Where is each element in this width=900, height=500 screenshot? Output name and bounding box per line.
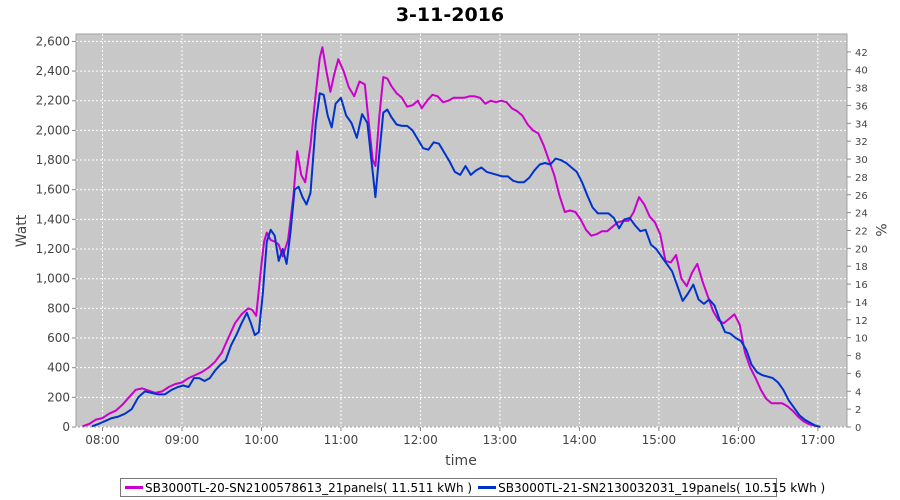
y2-tick-label: 4	[855, 387, 861, 398]
plot-area	[75, 33, 848, 428]
y2-tick-label: 0	[855, 423, 861, 434]
y-tick-label: 1,800	[36, 153, 70, 167]
series-line-1	[82, 46, 819, 428]
x-tick-label: 11:00	[324, 433, 359, 447]
x-tick-label: 14:00	[562, 433, 597, 447]
y2-tick-label: 12	[855, 316, 868, 327]
y-tick-label: 2,600	[36, 34, 70, 48]
grid-lines	[76, 34, 847, 428]
y2-tick-label: 18	[855, 262, 868, 273]
chart-title: 3-11-2016	[395, 4, 505, 26]
y-axis-left: 0 200 400 600 800 1,000 1,200 1,400 1,600 1,800 2,…	[36, 34, 76, 434]
y-tick-label: 600	[47, 331, 70, 345]
y2-tick-label: 34	[855, 119, 868, 130]
x-tick-label: 15:00	[642, 433, 677, 447]
legend-item-series-2: SB3000TL-21-SN2130032031_19panels( 10.51…	[478, 481, 825, 495]
y2-tick-label: 24	[855, 209, 868, 220]
legend: SB3000TL-20-SN2100578613_21panels( 11.51…	[120, 478, 825, 497]
y2-tick-label: 20	[855, 244, 868, 255]
x-tick-label: 10:00	[244, 433, 279, 447]
legend-swatch-series-2	[478, 486, 497, 489]
x-tick-label: 08:00	[85, 433, 120, 447]
y-tick-label: 1,200	[36, 242, 70, 256]
x-axis-label: time	[445, 453, 477, 469]
y2-tick-label: 42	[855, 48, 868, 59]
y2-tick-label: 16	[855, 280, 868, 291]
y2-tick-label: 22	[855, 227, 868, 238]
y-axis-label: Watt	[14, 214, 30, 247]
y2-tick-label: 32	[855, 137, 868, 148]
y2-tick-label: 30	[855, 155, 868, 166]
y-tick-label: 0	[62, 420, 70, 434]
y2-tick-label: 36	[855, 101, 868, 112]
y2-tick-label: 26	[855, 191, 868, 202]
y2-tick-label: 14	[855, 298, 868, 309]
y2-tick-label: 6	[855, 369, 861, 380]
y2-tick-label: 38	[855, 84, 868, 95]
series-layer	[82, 46, 821, 428]
legend-label-series-2: SB3000TL-21-SN2130032031_19panels( 10.51…	[498, 480, 826, 495]
x-tick-label: 13:00	[483, 433, 518, 447]
x-axis: 08:00 09:00 10:00 11:00 12:00 13:00 14:00 15:00…	[85, 427, 835, 447]
legend-swatch-series-1	[125, 486, 143, 489]
y-tick-label: 200	[47, 390, 70, 404]
y-tick-label: 800	[47, 301, 70, 315]
legend-item-series-1: SB3000TL-20-SN2100578613_21panels( 11.51…	[125, 481, 472, 495]
legend-label-series-1: SB3000TL-20-SN2100578613_21panels( 11.51…	[145, 480, 473, 495]
y-tick-label: 2,000	[36, 123, 70, 137]
y2-tick-label: 40	[855, 66, 868, 77]
y-tick-label: 2,400	[36, 64, 70, 78]
y2-tick-label: 10	[855, 334, 868, 345]
y-tick-label: 1,000	[36, 272, 70, 286]
y2-axis-label: %	[872, 223, 888, 236]
x-tick-label: 17:00	[801, 433, 836, 447]
y-tick-label: 400	[47, 361, 70, 375]
y2-tick-label: 28	[855, 173, 868, 184]
y-tick-label: 1,600	[36, 183, 70, 197]
x-tick-label: 12:00	[403, 433, 438, 447]
y-tick-label: 1,400	[36, 212, 70, 226]
x-tick-label: 09:00	[165, 433, 200, 447]
y2-tick-label: 8	[855, 352, 861, 363]
y-tick-label: 2,200	[36, 94, 70, 108]
y2-tick-label: 2	[855, 405, 861, 416]
series-line-2	[91, 92, 821, 428]
x-tick-label: 16:00	[721, 433, 756, 447]
